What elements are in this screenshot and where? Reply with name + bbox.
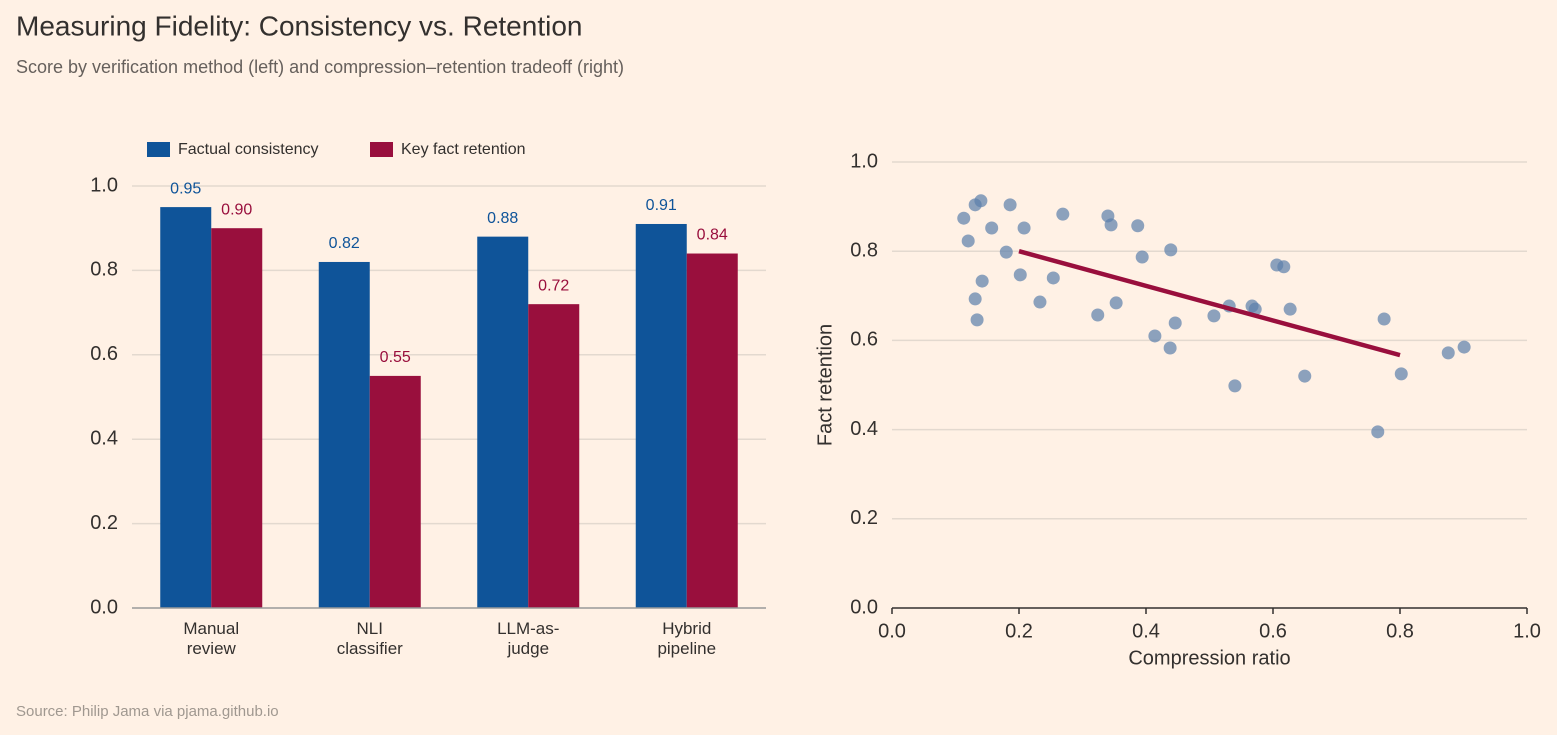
value-label: 0.84 (697, 227, 728, 244)
x-tick-line: Hybrid (662, 619, 711, 638)
y-tick-label: 0.2 (90, 512, 118, 534)
point (1046, 271, 1060, 285)
y-tick-label: 0.6 (90, 343, 118, 365)
point (1228, 379, 1242, 393)
point (1017, 221, 1031, 235)
x-tick-line: LLM-as- (497, 619, 559, 638)
y-tick-label: 0.8 (90, 259, 118, 281)
point (961, 234, 975, 248)
x-tick-line: classifier (337, 639, 403, 658)
y-tick-label: 0.4 (90, 427, 118, 449)
point (1371, 425, 1385, 439)
x-tick-label: 0.8 (1386, 620, 1414, 642)
point (1091, 308, 1105, 322)
legend-swatch (370, 142, 393, 157)
x-tick-line: judge (506, 639, 549, 658)
bar (635, 223, 687, 609)
x-tick-label: 0.6 (1259, 620, 1287, 642)
point (1283, 302, 1297, 316)
y-tick-label: 1.0 (850, 150, 878, 172)
point (1207, 309, 1221, 323)
y-axis-title: Fact retention (814, 324, 836, 446)
point (974, 194, 988, 208)
value-label: 0.82 (329, 235, 360, 252)
point (1013, 268, 1027, 282)
x-tick-line: pipeline (657, 639, 716, 658)
bar (528, 304, 580, 608)
bar (211, 228, 263, 608)
x-axis-title: Compression ratio (1128, 647, 1290, 669)
point (1056, 207, 1070, 221)
trend-line (1018, 249, 1401, 358)
legend-label: Factual consistency (178, 141, 319, 158)
bar (318, 261, 370, 608)
x-tick-label: 0.0 (878, 620, 906, 642)
value-label: 0.88 (487, 210, 518, 227)
value-label: 0.95 (170, 180, 201, 197)
point (975, 274, 989, 288)
point (1109, 296, 1123, 310)
source: Source: Philip Jama via pjama.github.io (16, 703, 279, 720)
point (968, 292, 982, 306)
x-tick-label: Manual review (183, 619, 239, 658)
point (1148, 329, 1162, 343)
x-tick-line: review (187, 639, 237, 658)
y-tick-label: 1.0 (90, 174, 118, 196)
y-tick-label: 0.0 (90, 596, 118, 618)
x-tick-line: Manual (183, 619, 239, 638)
legend-label: Key fact retention (401, 141, 526, 158)
point (1164, 243, 1178, 257)
x-tick-label: Hybrid pipeline (657, 619, 716, 658)
point (1168, 316, 1182, 330)
point (1457, 340, 1471, 354)
y-tick-label: 0.4 (850, 418, 878, 440)
value-label: 0.91 (646, 197, 677, 214)
bar (160, 207, 212, 608)
x-tick-label: LLM-as-judge (497, 619, 559, 658)
point (957, 211, 971, 225)
x-tick-label: 0.2 (1005, 620, 1033, 642)
y-tick-label: 0.6 (850, 329, 878, 351)
value-label: 0.72 (538, 277, 569, 294)
point (1135, 250, 1149, 264)
value-label: 0.55 (380, 349, 411, 366)
point (1298, 369, 1312, 383)
bar (686, 253, 738, 608)
y-tick-label: 0.8 (850, 239, 878, 261)
point (1394, 367, 1408, 381)
point (1104, 218, 1118, 232)
legend-swatch (147, 142, 170, 157)
point (999, 245, 1013, 259)
point (1131, 219, 1145, 233)
x-tick-label: NLI classifier (337, 619, 403, 658)
point (1277, 260, 1291, 274)
bar (477, 236, 529, 608)
point (970, 313, 984, 327)
title: Measuring Fidelity: Consistency vs. Rete… (16, 10, 582, 41)
point (1441, 346, 1455, 360)
point (985, 221, 999, 235)
point (1377, 312, 1391, 326)
y-tick-label: 0.0 (850, 596, 878, 618)
point (1163, 341, 1177, 355)
x-tick-line: NLI (357, 619, 383, 638)
point (1033, 295, 1047, 309)
point (1003, 198, 1017, 212)
bar (369, 375, 421, 608)
y-tick-label: 0.2 (850, 507, 878, 529)
x-tick-label: 1.0 (1513, 620, 1541, 642)
value-label: 0.90 (221, 201, 252, 218)
subtitle: Score by verification method (left) and … (16, 57, 624, 77)
x-tick-label: 0.4 (1132, 620, 1160, 642)
